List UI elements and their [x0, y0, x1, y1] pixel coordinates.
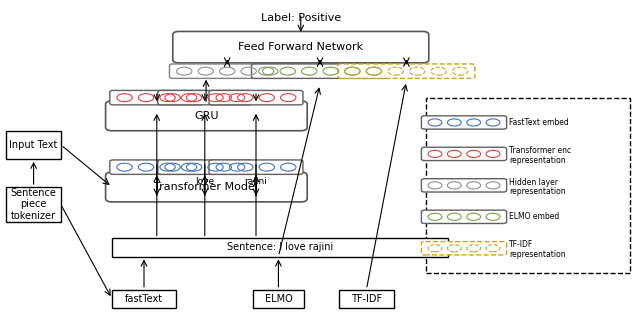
Text: GRU: GRU [194, 111, 219, 121]
Text: ELMO: ELMO [264, 294, 292, 304]
Text: rajini: rajini [244, 177, 268, 186]
Text: TF-IDF: TF-IDF [509, 240, 533, 250]
Text: Input Text: Input Text [10, 140, 58, 150]
FancyBboxPatch shape [421, 242, 507, 255]
FancyBboxPatch shape [421, 210, 507, 223]
FancyBboxPatch shape [110, 160, 204, 174]
Text: representation: representation [509, 187, 565, 197]
FancyBboxPatch shape [421, 116, 507, 129]
FancyBboxPatch shape [158, 160, 252, 174]
FancyBboxPatch shape [112, 238, 448, 257]
FancyBboxPatch shape [6, 131, 61, 159]
Text: I: I [156, 177, 158, 186]
FancyBboxPatch shape [338, 64, 475, 78]
Text: Sentence: I love rajini: Sentence: I love rajini [227, 242, 333, 253]
FancyBboxPatch shape [112, 290, 176, 308]
Text: Hidden layer: Hidden layer [509, 177, 558, 187]
Text: fastText: fastText [125, 294, 163, 304]
Text: love: love [195, 177, 214, 186]
FancyBboxPatch shape [209, 90, 303, 105]
Text: ELMO embed: ELMO embed [509, 212, 559, 221]
FancyBboxPatch shape [170, 64, 285, 78]
Text: Feed Forward Network: Feed Forward Network [238, 42, 364, 52]
Text: FastText embed: FastText embed [509, 118, 568, 127]
Text: Label: Positive: Label: Positive [260, 13, 341, 23]
Text: Sentence
piece
tokenizer: Sentence piece tokenizer [11, 188, 56, 221]
FancyBboxPatch shape [253, 290, 304, 308]
Text: TF-IDF: TF-IDF [351, 294, 382, 304]
FancyBboxPatch shape [252, 64, 388, 78]
FancyBboxPatch shape [110, 90, 204, 105]
FancyBboxPatch shape [209, 160, 303, 174]
FancyBboxPatch shape [421, 147, 507, 161]
FancyBboxPatch shape [158, 90, 252, 105]
FancyBboxPatch shape [339, 290, 394, 308]
FancyBboxPatch shape [106, 172, 307, 202]
FancyBboxPatch shape [106, 101, 307, 131]
Text: representation: representation [509, 156, 565, 165]
FancyBboxPatch shape [6, 187, 61, 222]
FancyBboxPatch shape [426, 98, 630, 273]
FancyBboxPatch shape [173, 31, 429, 63]
Text: representation: representation [509, 250, 565, 260]
Text: Transformer enc: Transformer enc [509, 146, 571, 155]
FancyBboxPatch shape [421, 179, 507, 192]
Text: Transformer Model: Transformer Model [154, 182, 259, 192]
